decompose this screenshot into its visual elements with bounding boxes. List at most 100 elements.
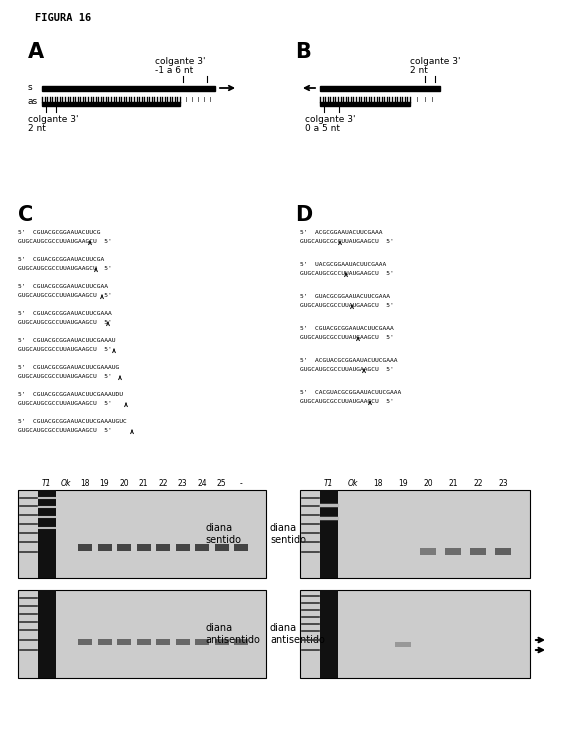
Text: GUGCAUGCGCCUUAUGAAGCU  5': GUGCAUGCGCCUUAUGAAGCU 5' [300,399,394,404]
Bar [320,86,440,91]
Text: s: s [28,83,33,92]
Bar [18,590,266,678]
Text: Ok: Ok [348,479,358,488]
Bar [420,548,436,555]
Text: T1: T1 [323,479,333,488]
Bar [445,548,461,555]
Text: as: as [28,97,38,106]
Bar [320,490,338,578]
Bar [98,544,111,551]
Bar [215,544,228,551]
Text: 5'  GUACGCGGAAUACUUCGAAA: 5' GUACGCGGAAUACUUCGAAA [300,294,390,299]
Text: diana
antisentido: diana antisentido [270,623,325,645]
Bar [234,544,248,551]
Bar [300,490,530,578]
Bar [320,102,410,106]
Text: GUGCAUGCGCCUUAUGAAGCU  5': GUGCAUGCGCCUUAUGAAGCU 5' [18,266,112,271]
Text: 5'  CGUACGCGGAAUACUUCGAAAUDU: 5' CGUACGCGGAAUACUUCGAAAUDU [18,392,123,397]
Bar [38,490,56,578]
Bar [300,590,530,678]
Bar [136,544,151,551]
Text: 18: 18 [81,479,90,488]
Text: 2 nt: 2 nt [28,124,46,133]
Text: GUGCAUGCGCCUUAUGAAGCU  5': GUGCAUGCGCCUUAUGAAGCU 5' [18,293,112,298]
Text: 23: 23 [178,479,187,488]
Text: -: - [240,479,242,488]
Bar [117,544,131,551]
Text: colgante 3': colgante 3' [410,57,460,66]
Bar [156,544,170,551]
Text: 0 a 5 nt: 0 a 5 nt [305,124,340,133]
Text: GUGCAUGCGCCUUAUGAAGCU  5': GUGCAUGCGCCUUAUGAAGCU 5' [18,239,112,244]
Text: 5'  CGUACGCGGAAUACUUCGA: 5' CGUACGCGGAAUACUUCGA [18,257,104,262]
Bar [42,86,215,91]
Bar [98,639,111,645]
Bar [495,548,511,555]
Text: GUGCAUGCGCCUUAUGAAGCU  5': GUGCAUGCGCCUUAUGAAGCU 5' [300,271,394,276]
Bar [234,639,248,645]
Bar [395,642,411,647]
Bar [320,590,338,678]
Bar [215,639,228,645]
Text: Ok: Ok [61,479,71,488]
Text: 2 nt: 2 nt [410,66,428,75]
Text: 19: 19 [398,479,408,488]
Text: GUGCAUGCGCCUUAUGAAGCU  5': GUGCAUGCGCCUUAUGAAGCU 5' [18,401,112,406]
Text: GUGCAUGCGCCUUAUGAAGCU  5': GUGCAUGCGCCUUAUGAAGCU 5' [18,320,112,325]
Text: GUGCAUGCGCCUUAUGAAGCU  5': GUGCAUGCGCCUUAUGAAGCU 5' [18,374,112,379]
Text: 21: 21 [139,479,148,488]
Text: 25: 25 [216,479,226,488]
Text: 24: 24 [197,479,207,488]
Text: colgante 3': colgante 3' [305,115,356,124]
Text: diana
sentido: diana sentido [205,524,241,544]
Text: 5'  CGUACGCGGAAUACUUCGAAAUGUC: 5' CGUACGCGGAAUACUUCGAAAUGUC [18,419,127,424]
Text: 5'  CGUACGCGGAAUACUUCGAAAUG: 5' CGUACGCGGAAUACUUCGAAAUG [18,365,119,370]
Bar [156,639,170,645]
Text: GUGCAUGCGCCUUAUGAAGCU  5': GUGCAUGCGCCUUAUGAAGCU 5' [300,303,394,308]
Text: 23: 23 [498,479,508,488]
Text: GUGCAUGCGCCUUAUGAAGCU  5': GUGCAUGCGCCUUAUGAAGCU 5' [18,347,112,352]
Text: GUGCAUGCGCCUUAUGAAGCU  5': GUGCAUGCGCCUUAUGAAGCU 5' [300,239,394,244]
Text: 18: 18 [373,479,383,488]
Text: D: D [295,205,312,225]
Bar [42,102,180,106]
Text: 5'  CGUACGCGGAAUACUUCGAAA: 5' CGUACGCGGAAUACUUCGAAA [18,311,112,316]
Text: 5'  CGUACGCGGAAUACUUCG: 5' CGUACGCGGAAUACUUCG [18,230,100,235]
Text: 5'  CGUACGCGGAAUACUUCGAAA: 5' CGUACGCGGAAUACUUCGAAA [300,326,394,331]
Text: 5'  ACGUACGCGGAAUACUUCGAAA: 5' ACGUACGCGGAAUACUUCGAAA [300,358,397,363]
Bar [78,639,92,645]
Bar [136,639,151,645]
Text: GUGCAUGCGCCUUAUGAAGCU  5': GUGCAUGCGCCUUAUGAAGCU 5' [18,428,112,433]
Text: 5'  CACGUACGCGGAAUACUUCGAAA: 5' CACGUACGCGGAAUACUUCGAAA [300,390,401,395]
Text: 22: 22 [158,479,168,488]
Text: 20: 20 [423,479,433,488]
Text: -1 a 6 nt: -1 a 6 nt [155,66,193,75]
Bar [18,490,266,578]
Text: 19: 19 [100,479,109,488]
Text: 22: 22 [473,479,482,488]
Bar [175,639,190,645]
Text: 5'  ACGCGGAAUACUUCGAAA: 5' ACGCGGAAUACUUCGAAA [300,230,383,235]
Text: colgante 3': colgante 3' [155,57,206,66]
Text: diana
antisentido: diana antisentido [205,623,260,645]
Bar [175,544,190,551]
Bar [117,639,131,645]
Bar [195,639,209,645]
Bar [470,548,486,555]
Text: 5'  CGUACGCGGAAUACUUCGAA: 5' CGUACGCGGAAUACUUCGAA [18,284,108,289]
Text: T1: T1 [41,479,51,488]
Text: 20: 20 [119,479,129,488]
Text: colgante 3': colgante 3' [28,115,78,124]
Text: A: A [28,42,44,62]
Bar [78,544,92,551]
Text: diana
sentido: diana sentido [270,524,306,544]
Text: GUGCAUGCGCCUUAUGAAGCU  5': GUGCAUGCGCCUUAUGAAGCU 5' [300,367,394,372]
Text: 5'  UACGCGGAAUACUUCGAAA: 5' UACGCGGAAUACUUCGAAA [300,262,386,267]
Bar [195,544,209,551]
Text: 21: 21 [448,479,458,488]
Text: B: B [295,42,311,62]
Text: FIGURA 16: FIGURA 16 [35,13,91,23]
Text: 5'  CGUACGCGGAAUACUUCGAAAU: 5' CGUACGCGGAAUACUUCGAAAU [18,338,115,343]
Bar [38,590,56,678]
Text: C: C [18,205,33,225]
